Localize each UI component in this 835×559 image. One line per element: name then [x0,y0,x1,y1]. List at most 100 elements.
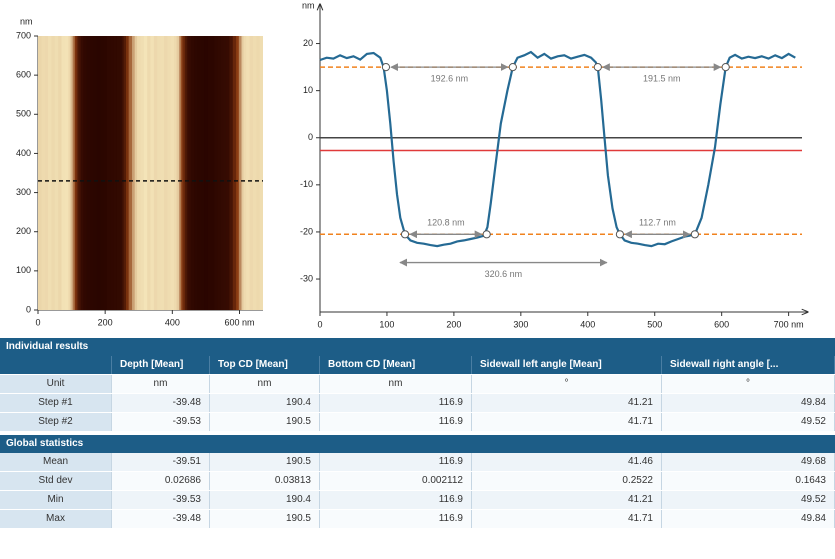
table-cell: 0.1643 [662,472,835,490]
measure-label: 120.8 nm [427,218,465,228]
table-cell: 0.03813 [210,472,320,490]
table-cell: 41.71 [472,510,662,528]
row-label: Min [0,491,112,509]
x-tick-label: 400 [165,317,180,327]
table-cell: 41.21 [472,491,662,509]
table-cell: nm [210,375,320,393]
x-tick-label: 500 [647,319,662,329]
x-tick-label: 400 [580,319,595,329]
table-cell: 190.5 [210,413,320,431]
table-row: Std dev0.026860.038130.0021120.25220.164… [0,472,835,491]
table-cell: 41.21 [472,394,662,412]
table-cell: 190.5 [210,510,320,528]
measure-point [401,231,408,238]
row-label: Max [0,510,112,528]
column-header: Sidewall right angle [... [662,356,835,374]
table-cell: -39.48 [112,394,210,412]
y-tick-label: 500 [16,109,31,119]
measure-point [722,63,729,70]
page: 0200400600 nm0100200300400500600700nm010… [0,0,835,559]
image-column [276,36,277,310]
row-label: Step #1 [0,394,112,412]
row-label: Unit [0,375,112,393]
x-tick-label: 0 [317,319,322,329]
table-cell: 116.9 [320,413,472,431]
image-column [266,36,270,310]
table-cell: 49.84 [662,510,835,528]
measure-point [616,231,623,238]
table-cell: 0.2522 [472,472,662,490]
table-cell: ° [472,375,662,393]
table-title: Global statistics [0,435,835,453]
table-cell: 190.4 [210,491,320,509]
table-cell: 0.002112 [320,472,472,490]
y-tick-label: 0 [26,304,31,314]
table-row: Step #1-39.48190.4116.941.2149.84 [0,394,835,413]
table-row: Step #2-39.53190.5116.941.7149.52 [0,413,835,432]
x-tick-label: 100 [379,319,394,329]
table-cell: -39.48 [112,510,210,528]
table-cell: 49.84 [662,394,835,412]
y-tick-label: 200 [16,226,31,236]
image-column [260,36,264,310]
results-tables: Individual resultsDepth [Mean]Top CD [Me… [0,338,835,529]
column-header: Sidewall left angle [Mean] [472,356,662,374]
table-row: Mean-39.51190.5116.941.4649.68 [0,453,835,472]
profile-line [320,52,795,246]
y-tick-label: -30 [300,273,313,283]
image-column [263,36,267,310]
table-row: Unitnmnmnm°° [0,375,835,394]
y-tick-label: 400 [16,148,31,158]
y-tick-label: 20 [303,38,313,48]
table-title: Individual results [0,338,835,356]
y-tick-label: -20 [300,226,313,236]
y-tick-label: 10 [303,85,313,95]
measure-label: 192.6 nm [431,73,469,83]
table-cell: nm [320,375,472,393]
y-tick-label: 700 [16,30,31,40]
x-tick-label: 300 [513,319,528,329]
table-cell: 116.9 [320,491,472,509]
table-cell: 49.68 [662,453,835,471]
table-cell: ° [662,375,835,393]
header-row: Depth [Mean]Top CD [Mean]Bottom CD [Mean… [0,356,835,375]
table-cell: 49.52 [662,491,835,509]
table-cell: 190.5 [210,453,320,471]
measure-point [691,231,698,238]
column-header: Bottom CD [Mean] [320,356,472,374]
x-tick-label: 0 [35,317,40,327]
measure-label: 320.6 nm [485,269,523,279]
table-cell: -39.53 [112,491,210,509]
y-tick-label: 300 [16,187,31,197]
table-cell: 41.46 [472,453,662,471]
column-header: Top CD [Mean] [210,356,320,374]
measure-point [483,231,490,238]
image-column [270,36,274,310]
row-label: Std dev [0,472,112,490]
table-cell: 116.9 [320,394,472,412]
y-tick-label: 100 [16,265,31,275]
table-cell: nm [112,375,210,393]
row-label: Step #2 [0,413,112,431]
x-tick-label: 200 [98,317,113,327]
y-tick-label: -10 [300,179,313,189]
header-corner [0,356,112,374]
afm-image [38,36,277,310]
table-cell: -39.53 [112,413,210,431]
table-cell: 49.52 [662,413,835,431]
x-tick-label: 600 nm [224,317,254,327]
table-cell: 190.4 [210,394,320,412]
y-tick-label: 0 [308,132,313,142]
row-label: Mean [0,453,112,471]
y-axis-label: nm [20,16,33,26]
y-tick-label: 600 [16,70,31,80]
table-cell: -39.51 [112,453,210,471]
x-tick-label: 600 [714,319,729,329]
image-column [273,36,277,310]
measure-label: 112.7 nm [639,218,676,228]
x-tick-label: 200 [446,319,461,329]
measure-label: 191.5 nm [643,73,681,83]
table-cell: 116.9 [320,453,472,471]
